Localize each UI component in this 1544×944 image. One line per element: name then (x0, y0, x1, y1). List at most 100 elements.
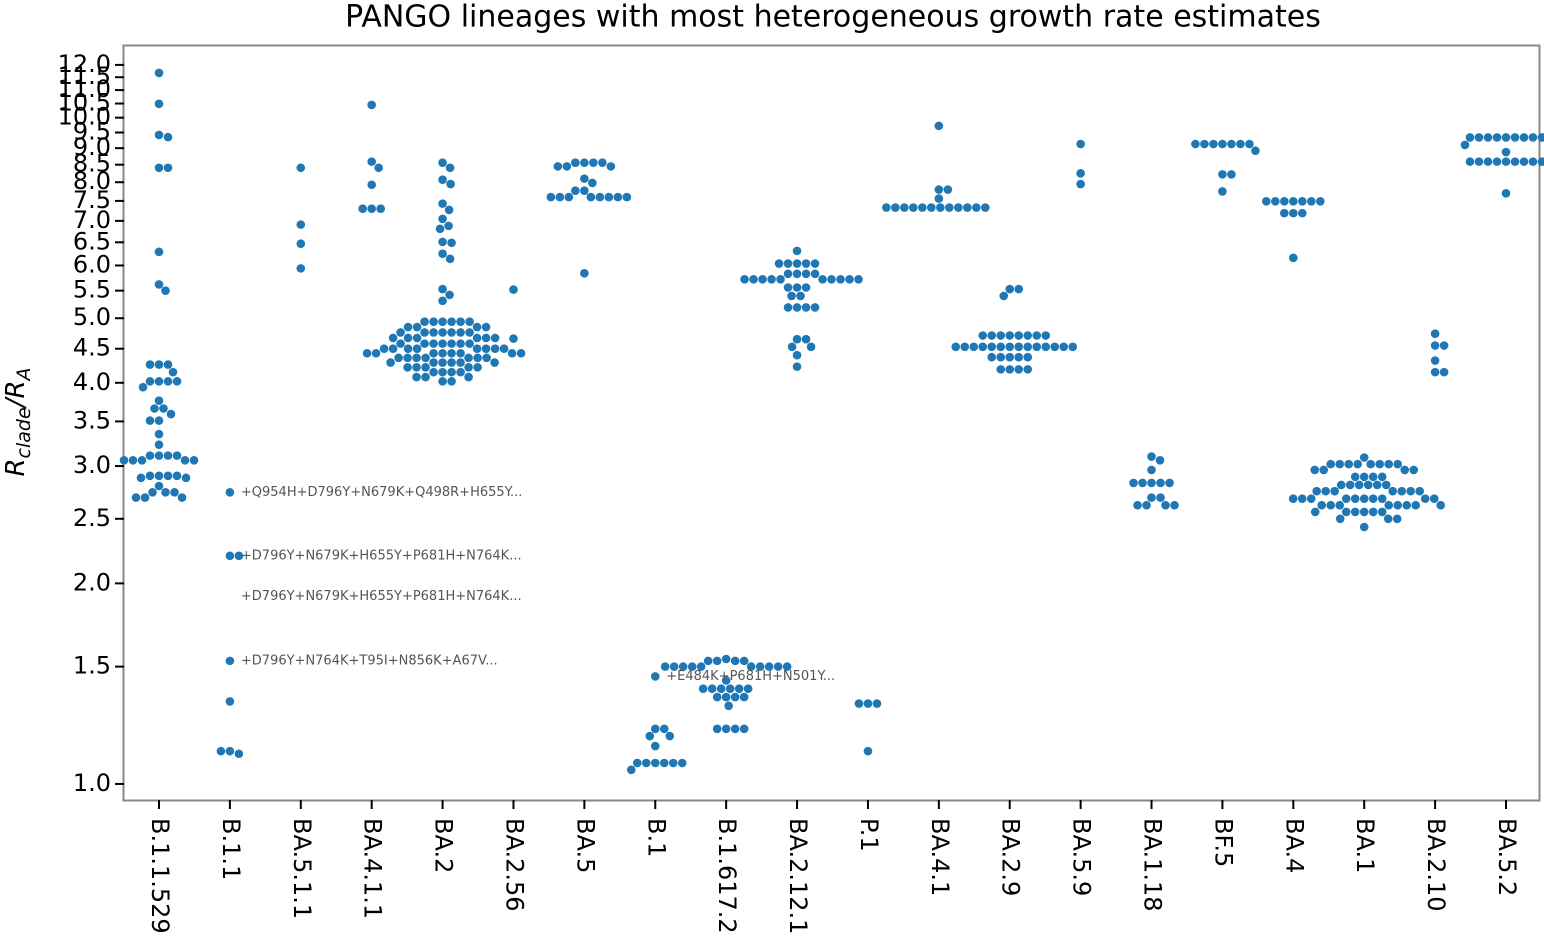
data-point (403, 333, 413, 343)
data-point (1310, 507, 1320, 517)
data-point (386, 358, 395, 367)
y-tick-label: 9.0 (73, 133, 111, 161)
data-point (465, 339, 474, 348)
data-point (1415, 486, 1425, 496)
data-point (734, 684, 744, 693)
data-point (445, 254, 455, 264)
data-point (438, 328, 447, 337)
data-point (1023, 352, 1033, 362)
data-point (1341, 494, 1351, 503)
data-point (632, 758, 642, 768)
data-point (553, 162, 563, 171)
data-point (945, 203, 954, 212)
data-point (447, 339, 456, 348)
data-point (712, 724, 722, 734)
x-tick-label: BA.2.9 (997, 818, 1025, 896)
data-point (900, 203, 909, 212)
data-point (163, 471, 173, 481)
data-point (854, 274, 863, 284)
data-point (721, 654, 731, 664)
annotation: +Q954H+D796Y+N679K+Q498R+H655Y... (241, 485, 522, 500)
data-point (403, 344, 413, 354)
data-point (650, 758, 660, 768)
data-point (367, 100, 376, 110)
data-point (446, 179, 455, 189)
data-point (172, 471, 182, 481)
data-point (163, 132, 173, 142)
data-point (367, 157, 376, 166)
y-tick-label: 3.5 (73, 406, 111, 434)
y-tick-label: 7.5 (73, 186, 111, 214)
data-point (1133, 500, 1142, 510)
data-point (943, 185, 953, 194)
data-point (472, 333, 482, 343)
data-point (137, 456, 147, 465)
data-point (712, 656, 722, 666)
data-point (499, 344, 509, 354)
data-point (589, 158, 598, 167)
data-point (626, 765, 636, 775)
data-point (707, 684, 717, 693)
x-tick-label: BA.2 (430, 818, 458, 873)
data-point (555, 192, 565, 202)
data-point (1341, 507, 1351, 517)
data-point (755, 662, 765, 671)
data-point (806, 342, 816, 352)
data-point (456, 348, 465, 358)
data-point (1155, 456, 1165, 465)
data-point (836, 274, 845, 284)
data-point (1375, 459, 1385, 469)
data-point (225, 746, 235, 756)
data-point (927, 203, 936, 212)
data-point (445, 290, 454, 300)
data-point (376, 204, 385, 214)
x-tick-label: B.1.1 (217, 818, 245, 880)
data-point (1147, 478, 1156, 488)
data-point (1392, 514, 1402, 524)
data-point (444, 221, 453, 231)
data-point (1474, 133, 1484, 142)
data-point (792, 283, 802, 292)
data-point (225, 487, 235, 497)
data-point (438, 358, 447, 367)
data-point (1359, 453, 1369, 462)
data-point (296, 239, 306, 248)
data-point (1005, 331, 1015, 340)
data-point (166, 409, 176, 419)
data-point (1402, 500, 1412, 510)
data-point (1368, 472, 1378, 482)
data-point (1147, 465, 1156, 475)
data-point (1165, 478, 1174, 488)
data-point (1397, 486, 1407, 496)
data-point (154, 360, 164, 369)
data-point (1312, 486, 1322, 496)
x-tick-label: BA.2.56 (500, 818, 528, 912)
data-point (827, 274, 836, 284)
data-point (379, 344, 389, 354)
data-point (1492, 157, 1502, 166)
data-point (698, 684, 708, 693)
data-point (1326, 459, 1336, 469)
data-point (429, 339, 438, 348)
data-point (371, 348, 381, 358)
data-point (145, 451, 155, 460)
data-point (154, 99, 164, 109)
data-point (1014, 284, 1024, 294)
data-point (1377, 472, 1387, 482)
data-point (234, 551, 244, 561)
data-point (438, 237, 447, 247)
data-point (456, 358, 465, 367)
annotation: +E484K+P681H+N501Y... (666, 669, 835, 684)
data-point (1335, 500, 1345, 510)
x-tick-label: BA.4.1 (926, 818, 954, 896)
data-point (1465, 157, 1475, 166)
data-point (482, 353, 491, 363)
data-point (1359, 522, 1369, 532)
data-point (1191, 139, 1200, 149)
data-point (435, 224, 445, 234)
data-point (951, 342, 961, 352)
data-point (1430, 341, 1440, 350)
data-point (490, 344, 500, 354)
data-point (1409, 465, 1419, 475)
y-tick-label: 1.5 (73, 652, 111, 680)
